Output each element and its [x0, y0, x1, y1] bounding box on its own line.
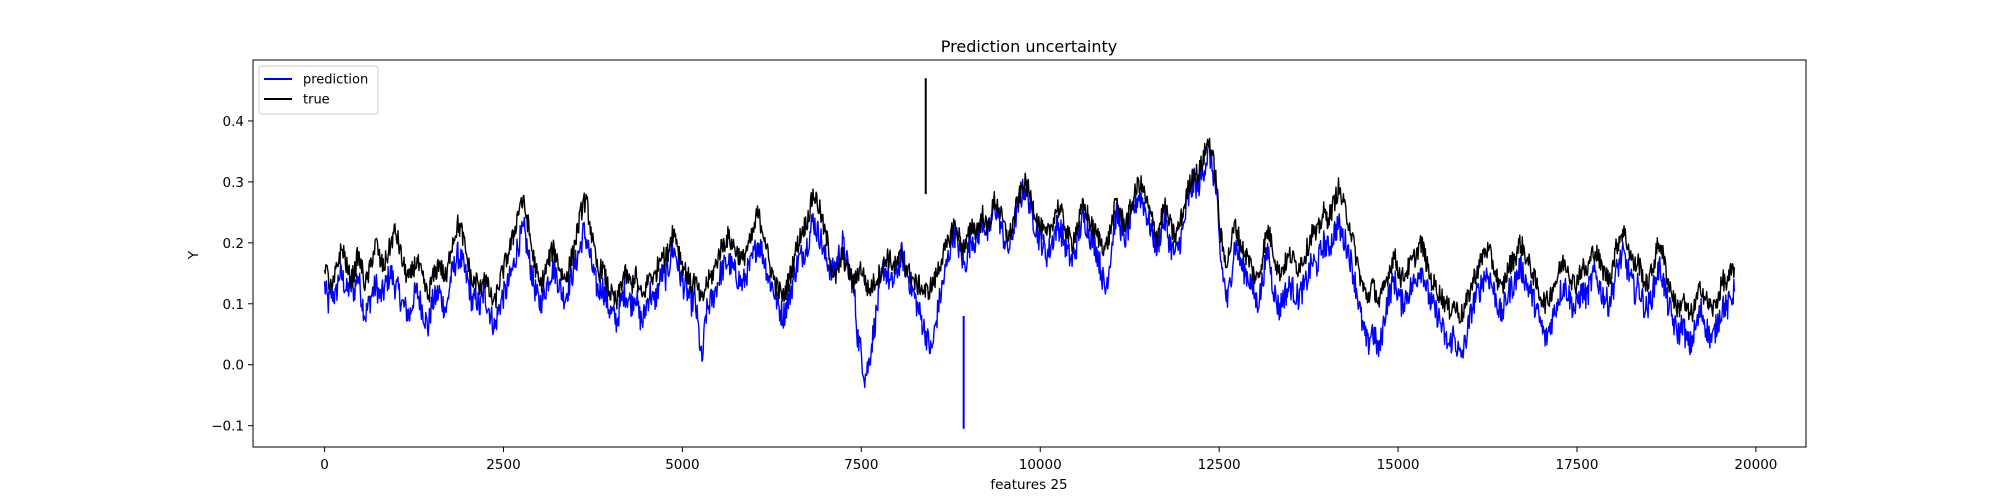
x-axis-ticks: 0 2500 5000 7500 10000 12500 15000 17500 20000 — [320, 447, 1777, 473]
plot-area-frame — [252, 59, 1807, 448]
series-line-true — [323, 137, 1736, 324]
x-tick-label: 15000 — [1377, 457, 1420, 473]
x-tick-label: 12500 — [1198, 457, 1241, 473]
x-tick-label: 10000 — [1019, 457, 1062, 473]
y-axis-ticks: −0.1 0.0 0.1 0.2 0.3 0.4 — [211, 114, 253, 435]
legend: prediction true — [258, 65, 379, 115]
y-tick-label: −0.1 — [211, 419, 244, 435]
series-line-prediction — [323, 142, 1736, 389]
chart-title: Prediction uncertainty — [941, 37, 1117, 56]
x-tick-label: 0 — [320, 457, 329, 473]
y-tick-label: 0.1 — [223, 297, 244, 313]
plot-series — [323, 78, 1736, 429]
x-tick-label: 5000 — [665, 457, 699, 473]
y-tick-label: 0.3 — [223, 175, 244, 191]
x-tick-label: 20000 — [1734, 457, 1777, 473]
x-tick-label: 17500 — [1556, 457, 1599, 473]
y-tick-label: 0.2 — [223, 236, 244, 252]
x-tick-label: 2500 — [486, 457, 520, 473]
x-axis-label: features 25 — [990, 477, 1067, 493]
y-axis-label: Y — [186, 250, 202, 260]
y-tick-label: 0.4 — [223, 114, 244, 130]
x-tick-label: 7500 — [844, 457, 878, 473]
legend-true-label: true — [303, 93, 330, 108]
y-tick-label: 0.0 — [223, 358, 244, 374]
legend-prediction-label: prediction — [303, 73, 368, 88]
